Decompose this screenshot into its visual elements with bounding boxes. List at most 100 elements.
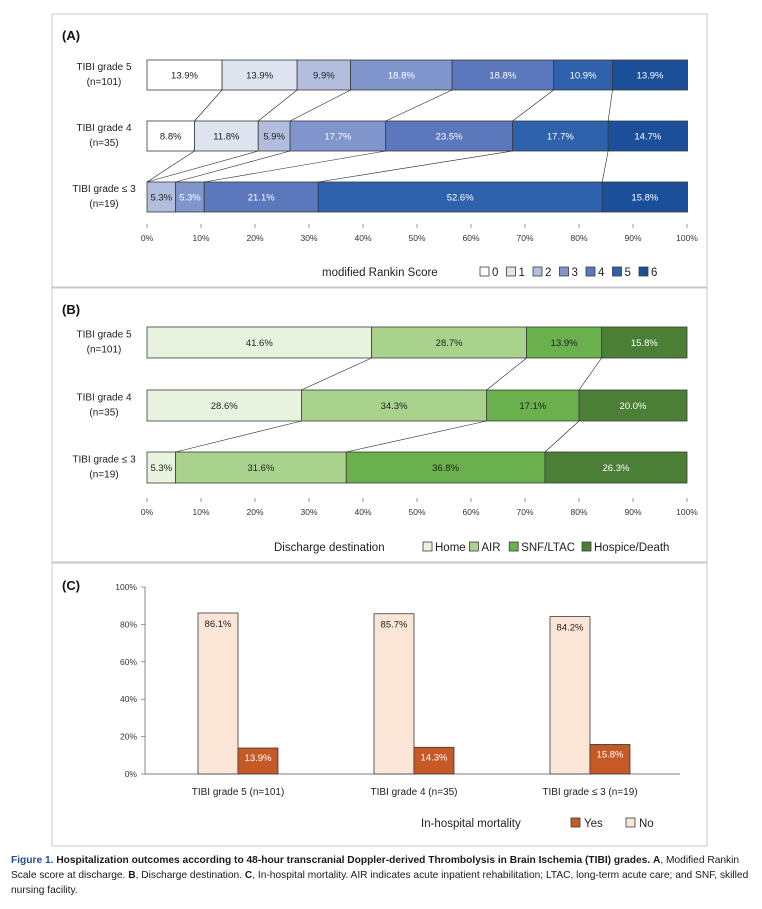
discharge-tick-label: 60% xyxy=(462,507,479,517)
discharge-panel-label: (B) xyxy=(62,302,80,317)
mortality-bar-no xyxy=(549,616,591,775)
rankin-bar-segment xyxy=(385,120,513,152)
mortality-category-label: TIBI grade 5 (n=101) xyxy=(192,787,285,798)
rankin-legend-swatch xyxy=(559,266,569,277)
discharge-connector-line xyxy=(578,357,602,391)
caption-panel-c-letter: C xyxy=(244,870,253,881)
rankin-tick-label: 40% xyxy=(354,233,371,243)
rankin-legend-swatch xyxy=(585,266,596,277)
rankin-bar-segment xyxy=(512,120,609,152)
rankin-row-label: TIBI grade 4 xyxy=(76,123,131,134)
rankin-bar-segment xyxy=(601,181,688,213)
rankin-connector-line xyxy=(258,89,298,122)
mortality-bar-yes xyxy=(589,744,631,775)
discharge-row-label: (n=35) xyxy=(89,408,118,419)
mortality-legend-swatch xyxy=(625,817,636,828)
rankin-bar-segment xyxy=(194,120,259,152)
discharge-data-label: 28.6% xyxy=(211,401,238,412)
rankin-legend-label: 6 xyxy=(651,267,657,279)
rankin-tick-label: 50% xyxy=(408,233,425,243)
discharge-connector-line xyxy=(301,357,372,391)
discharge-data-label: 20.0% xyxy=(620,401,647,412)
discharge-bar-segment xyxy=(345,451,546,484)
rankin-connector-line xyxy=(194,89,223,122)
discharge-data-label: 41.6% xyxy=(246,338,273,349)
discharge-data-label: 15.8% xyxy=(631,338,658,349)
mortality-y-tick-label: 80% xyxy=(120,619,137,629)
rankin-bar-segment xyxy=(221,59,298,91)
discharge-bar-segment xyxy=(486,389,580,422)
rankin-data-label: 13.9% xyxy=(637,71,664,82)
rankin-legend-label: 3 xyxy=(572,267,578,279)
caption-panel-c-text: , In-hospital mortality. AIR indicates a… xyxy=(11,870,749,896)
discharge-data-label: 17.1% xyxy=(519,401,546,412)
discharge-legend-swatch xyxy=(468,541,479,552)
mortality-bar-yes xyxy=(237,747,279,775)
mortality-y-tick-label: 100% xyxy=(115,582,137,592)
discharge-tick-label: 90% xyxy=(624,507,641,517)
rankin-connector-line xyxy=(318,150,513,183)
rankin-row-label: (n=101) xyxy=(87,77,122,88)
discharge-bar-segment xyxy=(146,451,177,484)
mortality-y-tick-label: 40% xyxy=(120,694,137,704)
discharge-row-label: (n=19) xyxy=(89,470,118,481)
rankin-tick-label: 60% xyxy=(462,233,479,243)
rankin-row-label: TIBI grade ≤ 3 xyxy=(72,184,136,195)
rankin-data-label: 9.9% xyxy=(313,71,335,82)
mortality-data-label: 84.2% xyxy=(557,623,584,634)
rankin-legend-swatch xyxy=(612,266,622,277)
rankin-data-label: 17.7% xyxy=(547,132,574,143)
rankin-tick-label: 0% xyxy=(141,233,154,243)
rankin-connector-line xyxy=(146,150,195,183)
rankin-bar-segment xyxy=(289,120,387,152)
rankin-legend-swatch xyxy=(638,266,649,277)
rankin-legend-title: modified Rankin Score xyxy=(322,267,438,279)
discharge-bar-segment xyxy=(544,451,688,484)
mortality-data-label: 13.9% xyxy=(245,753,272,764)
rankin-connector-line xyxy=(512,89,554,122)
rankin-data-label: 15.8% xyxy=(631,193,658,204)
rankin-tick-label: 20% xyxy=(246,233,263,243)
rankin-row-label: (n=19) xyxy=(89,199,118,210)
mortality-y-tick-label: 60% xyxy=(120,657,137,667)
rankin-data-label: 52.6% xyxy=(447,193,474,204)
discharge-connector-line xyxy=(486,357,527,391)
rankin-data-label: 11.8% xyxy=(213,132,240,143)
mortality-category-label: TIBI grade ≤ 3 (n=19) xyxy=(542,787,637,798)
rankin-tick-label: 70% xyxy=(516,233,533,243)
rankin-bar-segment xyxy=(612,59,688,91)
discharge-legend-swatch xyxy=(581,541,592,552)
mortality-category-label: TIBI grade 4 (n=35) xyxy=(371,787,458,798)
rankin-connector-line xyxy=(146,150,259,183)
rankin-data-label: 21.1% xyxy=(248,193,275,204)
caption-panel-b-text: , Discharge destination. xyxy=(135,870,245,881)
caption-panel-b-letter: B xyxy=(128,870,136,881)
discharge-bar-segment xyxy=(146,326,373,359)
mortality-legend-swatch xyxy=(570,817,581,828)
rankin-bar-segment xyxy=(146,59,223,91)
rankin-legend-swatch xyxy=(479,266,490,277)
rankin-legend-label: 5 xyxy=(625,267,631,279)
rankin-connector-line xyxy=(175,150,291,183)
mortality-data-label: 85.7% xyxy=(381,620,408,631)
discharge-bar-segment xyxy=(578,389,688,422)
rankin-bar-segment xyxy=(350,59,453,91)
discharge-data-label: 13.9% xyxy=(551,338,578,349)
caption-panel-a-letter: A xyxy=(652,855,661,866)
discharge-tick-label: 10% xyxy=(192,507,209,517)
caption-title: Hospitalization outcomes according to 48… xyxy=(56,855,651,866)
rankin-data-label: 10.9% xyxy=(570,71,597,82)
discharge-connector-line xyxy=(346,420,487,453)
discharge-connector-line xyxy=(175,420,302,453)
discharge-tick-label: 40% xyxy=(354,507,371,517)
discharge-row-label: TIBI grade 4 xyxy=(76,393,131,404)
mortality-y-tick-label: 20% xyxy=(120,732,137,742)
rankin-legend-swatch xyxy=(532,266,543,277)
rankin-tick-label: 80% xyxy=(570,233,587,243)
discharge-data-label: 31.6% xyxy=(247,463,274,474)
discharge-legend-label: Home xyxy=(435,542,466,554)
discharge-legend-label: AIR xyxy=(481,542,500,554)
rankin-data-label: 17.7% xyxy=(324,132,351,143)
discharge-legend-label: Hospice/Death xyxy=(594,542,669,554)
